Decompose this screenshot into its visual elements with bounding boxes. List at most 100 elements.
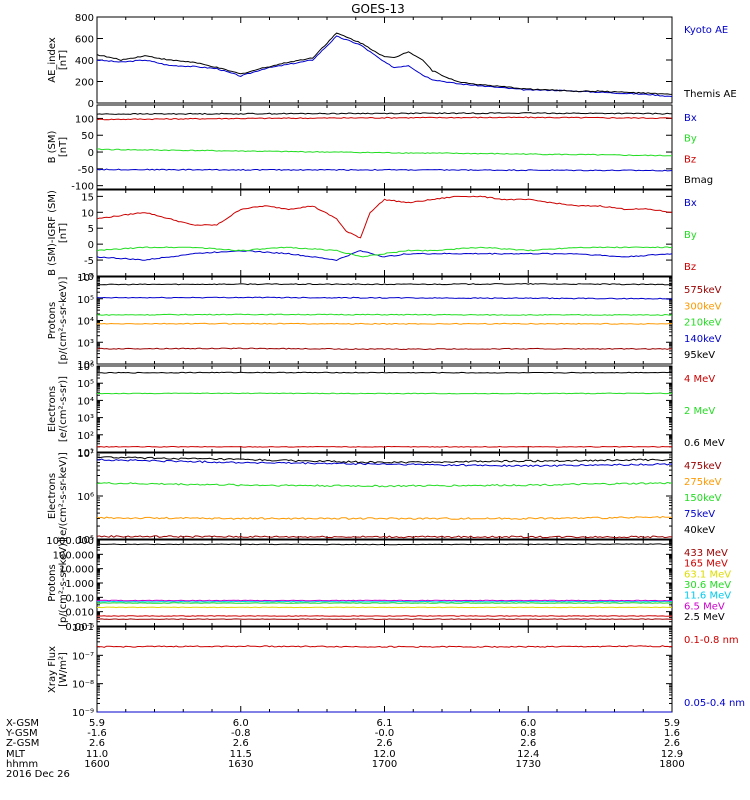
y-tick-label: 10⁴	[77, 396, 94, 407]
y-tick-label: 10⁵	[77, 295, 94, 306]
y-tick-label: 10⁶	[77, 273, 94, 284]
y-axis-label: Protons	[47, 302, 58, 339]
y-tick-label: 10³	[77, 338, 94, 349]
y-axis-label: [nT]	[58, 223, 69, 243]
series-line	[96, 445, 673, 448]
panel-7: 0.001 0.010 0.100 1.000 10.000 100.000 1000.00…	[46, 536, 731, 633]
legend-entry: Kyoto AE	[684, 25, 728, 36]
series-line	[96, 481, 673, 488]
y-tick-label: 15	[81, 192, 94, 203]
y-tick-label: 10	[81, 208, 94, 219]
y-tick-label: 50	[81, 131, 94, 142]
series-line	[96, 392, 673, 395]
y-axis-label: B (SM)	[47, 130, 58, 163]
series-line	[96, 458, 673, 468]
x-axis-value: 2.6	[664, 738, 680, 749]
series-line	[96, 282, 673, 286]
y-tick-label: 10⁻⁶	[72, 623, 94, 634]
legend-entry: By	[684, 230, 697, 241]
y-tick-label: -50	[78, 165, 94, 176]
series-line	[96, 35, 673, 97]
y-tick-label: 10⁶	[77, 492, 94, 503]
y-tick-label: 10⁻⁹	[72, 708, 94, 719]
y-tick-label: 10⁴	[77, 317, 94, 328]
legend-entry: Bz	[684, 154, 696, 165]
legend-entry: 4 MeV	[684, 374, 715, 385]
legend-entry: 300keV	[684, 301, 722, 312]
x-axis-value: 6.0	[520, 718, 536, 729]
x-axis-row-label: Z-GSM	[6, 738, 39, 749]
y-axis-label: [e/(cm²-s-sr-keV)]	[58, 452, 69, 540]
y-tick-label: 10²	[77, 360, 94, 371]
y-tick-label: -10	[78, 272, 94, 283]
series-line	[96, 296, 673, 300]
y-axis-label: Protons	[47, 564, 58, 601]
legend-entry: 140keV	[684, 334, 722, 345]
series-line	[96, 313, 673, 316]
y-tick-label: 800	[75, 13, 94, 24]
panel-frame	[96, 626, 673, 713]
legend-entry: 433 MeV	[684, 548, 728, 559]
y-axis-label: B (SM)-IGRF (SM)	[47, 190, 58, 276]
legend-entry: Bmag	[684, 175, 713, 186]
x-axis-row-label: Y-GSM	[5, 728, 38, 739]
x-axis-row-label: X-GSM	[6, 718, 39, 729]
legend-entry: 75keV	[684, 509, 715, 520]
y-tick-label: 600	[75, 35, 94, 46]
y-tick-label: 0	[88, 240, 94, 251]
y-tick-label: -5	[84, 256, 94, 267]
y-axis-label: [e/(cm²-s-sr)]	[58, 376, 69, 442]
x-axis-value: 6.0	[233, 718, 249, 729]
y-tick-label: 1.000	[65, 579, 94, 590]
x-axis-value: 2.6	[520, 738, 536, 749]
panel-frame	[96, 539, 673, 627]
legend-entry: 0.1-0.8 nm	[684, 635, 739, 646]
x-axis-value: 2.6	[89, 738, 105, 749]
y-tick-label: 10.000	[59, 565, 94, 576]
x-axis-row-label: MLT	[6, 749, 26, 760]
panel-4: 10² 10³ 10⁴ 10⁵ 10⁶ Protons [p/(cm²-s-sr-keV)]…	[47, 273, 722, 371]
y-tick-label: 1000.000	[46, 536, 94, 547]
panel-8: 10⁻⁹ 10⁻⁸ 10⁻⁷ 10⁻⁶ Xray Flux [W/m²] 0.1-0.8 n…	[47, 623, 745, 719]
legend-entry: 6.5 MeV	[684, 601, 725, 612]
y-tick-label: 0	[88, 148, 94, 159]
panel-frame	[96, 365, 673, 453]
y-tick-label: 0.001	[65, 622, 94, 633]
series-line	[96, 456, 673, 464]
x-axis-value: 5.9	[89, 718, 105, 729]
y-tick-label: 100	[75, 114, 94, 125]
y-axis-label: Xray Flux	[47, 646, 58, 693]
x-axis-value: 11.0	[86, 749, 108, 760]
series-line	[96, 148, 673, 157]
series-line	[96, 602, 673, 604]
x-axis-value: 12.4	[517, 749, 539, 760]
legend-entry: 63.1 MeV	[684, 569, 731, 580]
series-line	[97, 618, 673, 620]
legend-entry: Bx	[684, 198, 697, 209]
legend-entry: 575keV	[684, 285, 722, 296]
x-axis-value: 2.6	[377, 738, 393, 749]
series-line	[96, 615, 673, 617]
series-line	[96, 606, 672, 609]
x-axis-value: 1600	[84, 759, 109, 770]
series-line	[96, 246, 673, 258]
panel-3: -10 -5 0 5 10 15 B (SM)-IGRF (SM) [nT] Bx By Bz	[47, 189, 697, 283]
y-tick-label: 10²	[77, 431, 94, 442]
x-axis-row-label: 2016 Dec 26	[6, 769, 70, 780]
y-axis-label: Electrons	[47, 473, 58, 519]
y-tick-label: 10³	[77, 414, 94, 425]
x-axis-value: 0.8	[520, 728, 536, 739]
legend-entry: 475keV	[684, 461, 722, 472]
y-tick-label: 10⁶	[77, 362, 94, 373]
panel-6: 10⁵ 10⁶ 10⁷ Electrons [e/(cm²-s-sr-keV)] 475k…	[47, 449, 722, 546]
x-axis-value: 12.0	[373, 749, 395, 760]
x-axis-value: 12.9	[661, 749, 683, 760]
legend-entry: 2 MeV	[684, 406, 715, 417]
legend-entry: 150keV	[684, 493, 722, 504]
y-tick-label: 10⁵	[77, 535, 94, 546]
y-tick-label: 10⁻⁷	[72, 651, 94, 662]
y-axis-label: AE_index	[47, 37, 58, 83]
y-tick-label: 10¹	[77, 448, 94, 459]
series-line	[96, 371, 673, 374]
